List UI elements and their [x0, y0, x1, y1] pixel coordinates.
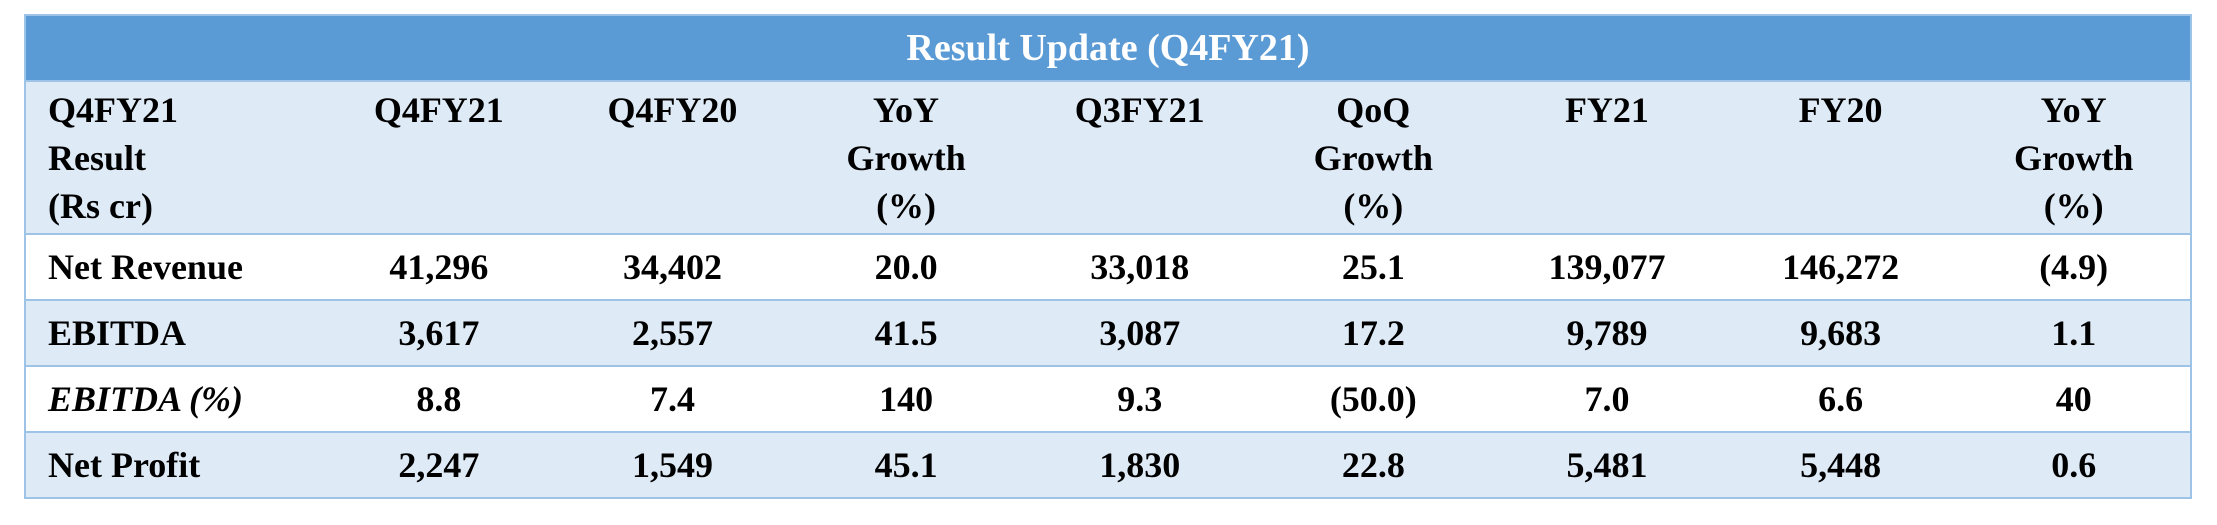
value-cell: 140: [789, 366, 1023, 433]
header-cell: Q4FY21: [322, 81, 556, 235]
value-cell: 8.8: [322, 366, 556, 433]
value-cell: 9,683: [1723, 300, 1958, 367]
header-line: (%): [1343, 186, 1404, 226]
data-row: EBITDA (%) 8.8 7.4 140 9.3 (50.0) 7.0 6.6 40: [25, 366, 2191, 433]
value-cell: 17.2: [1256, 300, 1491, 367]
header-cell: YoY Growth (%): [1957, 81, 2191, 235]
value-cell: 3,617: [322, 300, 556, 367]
header-line: YoY: [873, 90, 940, 130]
value-cell: (50.0): [1256, 366, 1491, 433]
header-line: YoY: [2040, 90, 2107, 130]
value-cell: 146,272: [1723, 234, 1958, 301]
header-cell: FY20: [1723, 81, 1958, 235]
header-line: Growth: [1313, 138, 1433, 178]
value-cell: 1,830: [1022, 432, 1257, 499]
value-cell: 33,018: [1022, 234, 1257, 301]
header-line: Growth: [2014, 138, 2134, 178]
value-cell: 20.0: [789, 234, 1023, 301]
row-label: Net Profit: [25, 432, 322, 499]
value-cell: 6.6: [1723, 366, 1958, 433]
value-cell: 41,296: [322, 234, 556, 301]
result-table-wrap: Result Update (Q4FY21) Q4FY21 Result (Rs c…: [24, 14, 2192, 499]
value-cell: 9.3: [1022, 366, 1257, 433]
header-cell: QoQ Growth (%): [1256, 81, 1491, 235]
value-cell: 7.0: [1490, 366, 1724, 433]
header-line: Q4FY21: [48, 90, 178, 130]
row-label: EBITDA: [25, 300, 322, 367]
result-table: Result Update (Q4FY21) Q4FY21 Result (Rs c…: [24, 14, 2192, 499]
value-cell: 41.5: [789, 300, 1023, 367]
value-cell: 1.1: [1957, 300, 2191, 367]
value-cell: 34,402: [555, 234, 790, 301]
value-cell: (4.9): [1957, 234, 2191, 301]
header-cell: FY21: [1490, 81, 1724, 235]
header-line: Result: [48, 138, 146, 178]
value-cell: 45.1: [789, 432, 1023, 499]
header-line: FY21: [1564, 90, 1649, 130]
header-cell: Q3FY21: [1022, 81, 1257, 235]
table-title: Result Update (Q4FY21): [24, 14, 2192, 82]
value-cell: 7.4: [555, 366, 790, 433]
value-cell: 5,481: [1490, 432, 1724, 499]
value-cell: 139,077: [1490, 234, 1724, 301]
header-line: Q4FY20: [607, 90, 738, 130]
header-cell: Q4FY21 Result (Rs cr): [25, 81, 322, 235]
value-cell: 9,789: [1490, 300, 1724, 367]
header-line: Growth: [846, 138, 966, 178]
data-row: Net Profit 2,247 1,549 45.1 1,830 22.8 5,481 5,…: [25, 432, 2191, 499]
row-label: Net Revenue: [25, 234, 322, 301]
header-line: QoQ: [1336, 90, 1411, 130]
value-cell: 5,448: [1723, 432, 1958, 499]
header-line: Q4FY21: [373, 90, 504, 130]
header-cell: YoY Growth (%): [789, 81, 1023, 235]
value-cell: 25.1: [1256, 234, 1491, 301]
header-cell: Q4FY20: [555, 81, 790, 235]
header-line: Q3FY21: [1074, 90, 1205, 130]
value-cell: 40: [1957, 366, 2191, 433]
header-line: FY20: [1798, 90, 1883, 130]
data-row: Net Revenue 41,296 34,402 20.0 33,018 25.1 139…: [25, 234, 2191, 301]
value-cell: 3,087: [1022, 300, 1257, 367]
value-cell: 2,557: [555, 300, 790, 367]
header-line: (%): [876, 186, 937, 226]
data-row: EBITDA 3,617 2,557 41.5 3,087 17.2 9,789 9,683 1…: [25, 300, 2191, 367]
header-line: (Rs cr): [48, 186, 153, 226]
header-row: Q4FY21 Result (Rs cr) Q4FY21 Q4FY20 YoY Growth…: [25, 81, 2191, 235]
value-cell: 1,549: [555, 432, 790, 499]
value-cell: 0.6: [1957, 432, 2191, 499]
value-cell: 22.8: [1256, 432, 1491, 499]
value-cell: 2,247: [322, 432, 556, 499]
row-label: EBITDA (%): [25, 366, 322, 433]
header-line: (%): [2043, 186, 2104, 226]
